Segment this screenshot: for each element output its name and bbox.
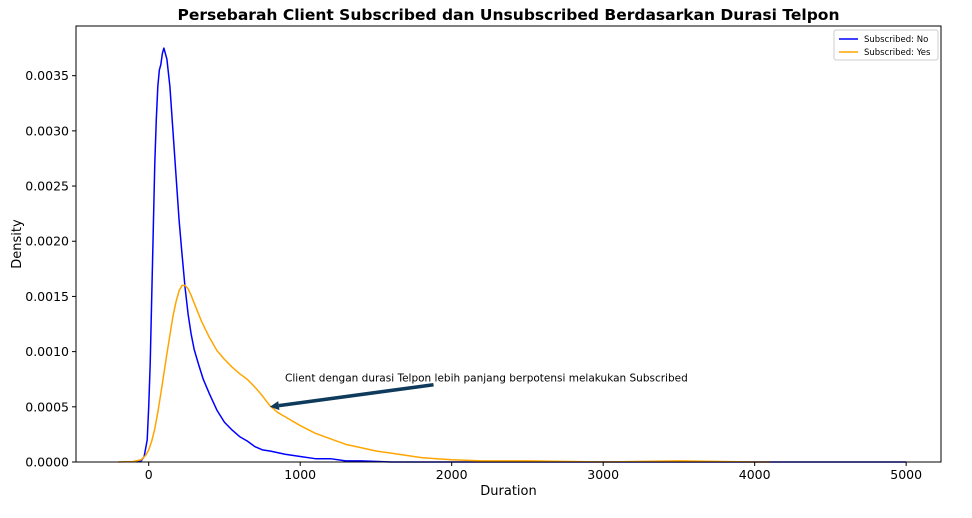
series-line-subscribed-yes [118,284,770,463]
y-tick-label: 0.0020 [25,234,69,249]
legend-box [833,29,939,61]
y-tick-label: 0.0010 [25,344,69,359]
annotation-arrow [269,382,434,411]
annotation-arrow-shaft [278,382,434,408]
chart-title: Persebarah Client Subscribed dan Unsubsc… [177,6,839,24]
y-tick-label: 0.0000 [25,455,69,470]
plot-area [118,47,907,463]
legend: Subscribed: No Subscribed: Yes [833,29,939,61]
x-tick-label: 1000 [284,467,316,482]
x-tick-label: 2000 [436,467,468,482]
legend-label-subscribed-yes: Subscribed: Yes [864,48,931,58]
annotation-arrow-head [269,401,280,411]
y-tick-label: 0.0035 [25,68,69,83]
legend-label-subscribed-no: Subscribed: No [864,35,928,45]
series-line-subscribed-no [136,47,907,463]
plot-frame [75,25,942,463]
y-axis-label: Density [10,219,25,269]
y-tick-label: 0.0015 [25,289,69,304]
x-tick-label: 0 [145,467,153,482]
x-axis-label: Duration [480,484,536,499]
y-tick-label: 0.0030 [25,123,69,138]
x-tick-label: 3000 [587,467,619,482]
y-tick-label: 0.0025 [25,179,69,194]
y-tick-label: 0.0005 [25,399,69,414]
x-tick-label: 5000 [890,467,922,482]
x-tick-label: 4000 [739,467,771,482]
annotation-text: Client dengan durasi Telpon lebih panjan… [285,372,688,384]
